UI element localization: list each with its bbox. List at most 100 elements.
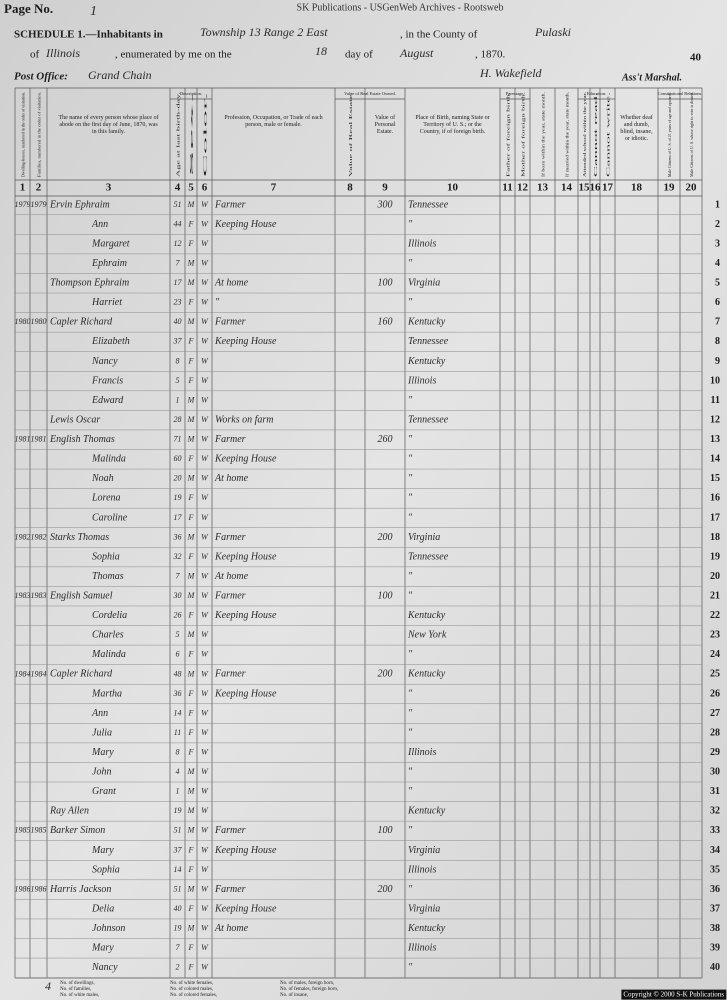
cell: ″	[408, 493, 413, 504]
line-number: 5	[715, 278, 720, 289]
cell: 1984	[15, 669, 31, 678]
cell: Edward	[91, 395, 124, 406]
footer-label: No. of families,	[60, 987, 91, 992]
cell: W	[201, 298, 209, 307]
cell: 11	[174, 728, 181, 737]
cell: M	[187, 395, 196, 404]
cell: M	[187, 767, 196, 776]
cell: F	[188, 552, 194, 561]
cell: Keeping House	[214, 454, 277, 465]
column-heading: Sex.	[189, 92, 194, 177]
copyright-box	[621, 989, 727, 1000]
cell: Virginia	[408, 532, 440, 543]
column-heading: Value of Real Estate.	[348, 92, 353, 177]
cell: At home	[214, 278, 249, 289]
cell: F	[188, 337, 194, 346]
line-number: 9	[715, 356, 720, 367]
column-number: 8	[347, 182, 353, 194]
column-heading: If married within the year, state month.	[564, 92, 570, 177]
cell: 1981	[15, 435, 31, 444]
cell: Virginia	[408, 845, 440, 856]
cell: Tennessee	[408, 336, 449, 347]
cell: W	[201, 219, 209, 228]
cell: Starks Thomas	[50, 532, 109, 543]
cell: Kentucky	[407, 669, 446, 680]
cell: ″	[408, 297, 413, 308]
line-number: 19	[710, 551, 720, 562]
cell: Keeping House	[214, 219, 277, 230]
cell: 26	[174, 611, 182, 620]
line-number: 12	[710, 414, 720, 425]
cell: W	[201, 532, 209, 541]
enumerated-label: , enumerated by me on the	[115, 49, 232, 61]
cell: W	[201, 513, 209, 522]
cell: 1982	[15, 532, 31, 541]
column-number: 11	[502, 182, 512, 194]
line-number: 27	[710, 708, 720, 719]
cell: 1979	[15, 200, 31, 209]
line-number: 31	[710, 786, 720, 797]
cell: W	[201, 806, 209, 815]
cell: 200	[378, 884, 393, 895]
cell: F	[188, 865, 194, 874]
line-number: 24	[710, 649, 720, 660]
cell: Thomas	[92, 571, 124, 582]
line-number: 36	[710, 884, 720, 895]
cell: ″	[408, 590, 413, 601]
line-number: 22	[710, 610, 720, 621]
cell: 160	[378, 317, 393, 328]
cell: W	[201, 376, 209, 385]
cell: 1984	[31, 669, 47, 678]
line-number: 1	[715, 199, 720, 210]
line-number: 21	[710, 590, 720, 601]
line-number: 32	[710, 806, 720, 817]
cell: 100	[378, 825, 393, 836]
line-number: 30	[710, 767, 720, 778]
column-number: 2	[36, 182, 42, 194]
group-heading: Education.	[587, 91, 606, 96]
cell: W	[201, 395, 209, 404]
cell: 23	[174, 298, 182, 307]
cell: Tennessee	[408, 414, 449, 425]
cell: ″	[408, 473, 413, 484]
cell: ″	[408, 649, 413, 660]
cell: 40	[174, 904, 182, 913]
cell: Mary	[91, 845, 114, 856]
cell: 1980	[31, 317, 47, 326]
cell: ″	[408, 454, 413, 465]
cell: W	[201, 415, 209, 424]
cell: Farmer	[214, 199, 246, 210]
cell: W	[201, 552, 209, 561]
line-number: 35	[710, 864, 720, 875]
line-number: 39	[710, 943, 720, 954]
cell: Kentucky	[407, 923, 446, 934]
column-heading: The name of every person whose place of a…	[58, 114, 158, 135]
column-number: 3	[106, 182, 112, 194]
cell: ″	[408, 825, 413, 836]
cell: Farmer	[214, 590, 246, 601]
cell: John	[92, 767, 111, 778]
cell: Lewis Oscar	[49, 414, 100, 425]
cell: Martha	[91, 688, 122, 699]
cell: Cordelia	[92, 610, 127, 621]
cell: F	[188, 239, 194, 248]
cell: F	[188, 493, 194, 502]
cell: W	[201, 924, 209, 933]
cell: W	[201, 708, 209, 717]
group-heading: Parentage.	[506, 91, 525, 96]
cell: 1	[176, 787, 180, 796]
marshal: H. Wakefield	[479, 66, 543, 80]
cell: Elizabeth	[91, 336, 130, 347]
cell: ″	[408, 395, 413, 406]
group-heading: Value of Real Estate Owned.	[344, 91, 396, 96]
cell: Sophia	[92, 551, 120, 562]
day: 18	[315, 44, 327, 58]
cell: 200	[378, 532, 393, 543]
footer-label: No. of females, foreign born,	[280, 987, 338, 992]
line-number: 25	[710, 669, 720, 680]
cell: Farmer	[214, 532, 246, 543]
cell: 36	[173, 689, 182, 698]
footer-label: No. of colored males,	[170, 987, 213, 992]
